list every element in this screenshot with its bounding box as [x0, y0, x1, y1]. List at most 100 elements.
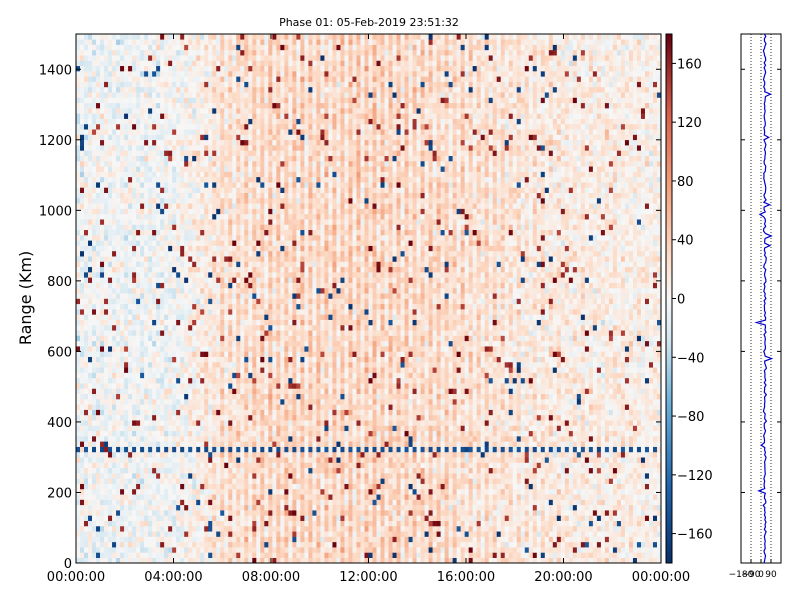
- heatmap-cell: [184, 414, 189, 421]
- heatmap-cell: [196, 473, 201, 479]
- heatmap-cell: [84, 203, 89, 209]
- heatmap-cell: [156, 187, 161, 193]
- heatmap-cell: [120, 113, 125, 119]
- heatmap-cell: [172, 340, 177, 347]
- heatmap-cell: [240, 287, 245, 294]
- heatmap-cell: [140, 314, 145, 320]
- heatmap-cell: [228, 557, 233, 564]
- heatmap-cell: [132, 436, 137, 442]
- heatmap-cell: [188, 351, 193, 357]
- heatmap-cell: [256, 335, 261, 342]
- heatmap-cell: [272, 192, 277, 199]
- heatmap-cell: [256, 245, 261, 252]
- heatmap-cell: [84, 171, 89, 178]
- heatmap-cell: [140, 213, 145, 220]
- heatmap-cell: [216, 113, 221, 119]
- heatmap-cell: [224, 436, 229, 442]
- heatmap-cell: [272, 235, 277, 241]
- heatmap-cell: [128, 65, 133, 72]
- heatmap-cell: [96, 399, 101, 405]
- heatmap-cell: [176, 245, 181, 252]
- heatmap-cell: [236, 393, 241, 400]
- heatmap-cell: [216, 356, 221, 363]
- heatmap-cell: [144, 430, 149, 437]
- heatmap-cell: [260, 39, 265, 45]
- heatmap-cell: [152, 155, 157, 162]
- heatmap-cell: [216, 451, 221, 458]
- heatmap-cell: [216, 314, 221, 320]
- heatmap-cell: [256, 240, 261, 246]
- heatmap-cell: [144, 483, 149, 490]
- heatmap-cell: [208, 277, 213, 283]
- heatmap-cell: [120, 208, 125, 215]
- heatmap-cell: [216, 123, 221, 130]
- heatmap-cell: [200, 219, 205, 225]
- heatmap-cell: [120, 44, 125, 51]
- heatmap-cell: [116, 277, 121, 283]
- heatmap-cell: [264, 404, 269, 410]
- heatmap-cell: [152, 399, 157, 405]
- heatmap-cell: [120, 467, 125, 474]
- heatmap-cell: [232, 483, 237, 490]
- heatmap-cell: [164, 240, 169, 246]
- heatmap-cell: [120, 293, 125, 299]
- heatmap-cell: [76, 250, 81, 257]
- heatmap-cell: [208, 65, 213, 72]
- heatmap-cell: [224, 303, 229, 310]
- heatmap-cell: [192, 118, 197, 125]
- heatmap-cell: [204, 319, 209, 326]
- heatmap-cell: [92, 102, 97, 109]
- heatmap-cell: [96, 356, 101, 363]
- heatmap-cell: [136, 160, 141, 167]
- heatmap-cell: [168, 425, 173, 432]
- heatmap-cell: [180, 287, 185, 294]
- heatmap-cell: [208, 335, 213, 342]
- heatmap-cell: [208, 245, 213, 252]
- heatmap-cell: [220, 86, 225, 93]
- heatmap-cell: [184, 55, 189, 61]
- heatmap-cell: [120, 92, 125, 98]
- heatmap-cell: [140, 451, 145, 458]
- heatmap-cell: [160, 235, 165, 241]
- heatmap-cell: [84, 34, 89, 40]
- heatmap-cell: [112, 287, 117, 294]
- heatmap-cell: [156, 298, 161, 305]
- heatmap-cell: [124, 250, 129, 257]
- heatmap-cell: [264, 219, 269, 225]
- heatmap-cell: [104, 182, 109, 188]
- heatmap-cell: [112, 541, 117, 548]
- heatmap-cell: [260, 319, 265, 326]
- heatmap-cell: [204, 404, 209, 410]
- heatmap-cell: [152, 39, 157, 45]
- heatmap-cell: [160, 436, 165, 442]
- heatmap-cell: [144, 92, 149, 98]
- heatmap-cell: [140, 219, 145, 225]
- heatmap-cell: [172, 208, 177, 215]
- heatmap-cell: [80, 71, 85, 77]
- heatmap-cell: [216, 547, 221, 553]
- heatmap-cell: [100, 235, 105, 241]
- heatmap-cell: [156, 219, 161, 225]
- heatmap-cell: [244, 71, 249, 77]
- heatmap-cell: [148, 197, 153, 204]
- heatmap-cell: [84, 250, 89, 257]
- heatmap-cell: [92, 71, 97, 77]
- heatmap-cell: [76, 34, 81, 40]
- heatmap-cell: [92, 420, 97, 426]
- heatmap-cell: [188, 414, 193, 421]
- heatmap-cell: [224, 510, 229, 516]
- heatmap-cell: [104, 240, 109, 246]
- heatmap-cell: [244, 219, 249, 225]
- heatmap-cell: [76, 510, 81, 516]
- heatmap-cell: [116, 520, 121, 527]
- heatmap-cell: [104, 547, 109, 553]
- heatmap-cell: [268, 451, 273, 458]
- heatmap-cell: [128, 351, 133, 357]
- heatmap-cell: [96, 446, 101, 453]
- heatmap-cell: [232, 425, 237, 432]
- heatmap-cell: [160, 547, 165, 553]
- heatmap-cell: [132, 483, 137, 490]
- heatmap-cell: [228, 92, 233, 98]
- heatmap-cell: [156, 531, 161, 537]
- heatmap-cell: [132, 235, 137, 241]
